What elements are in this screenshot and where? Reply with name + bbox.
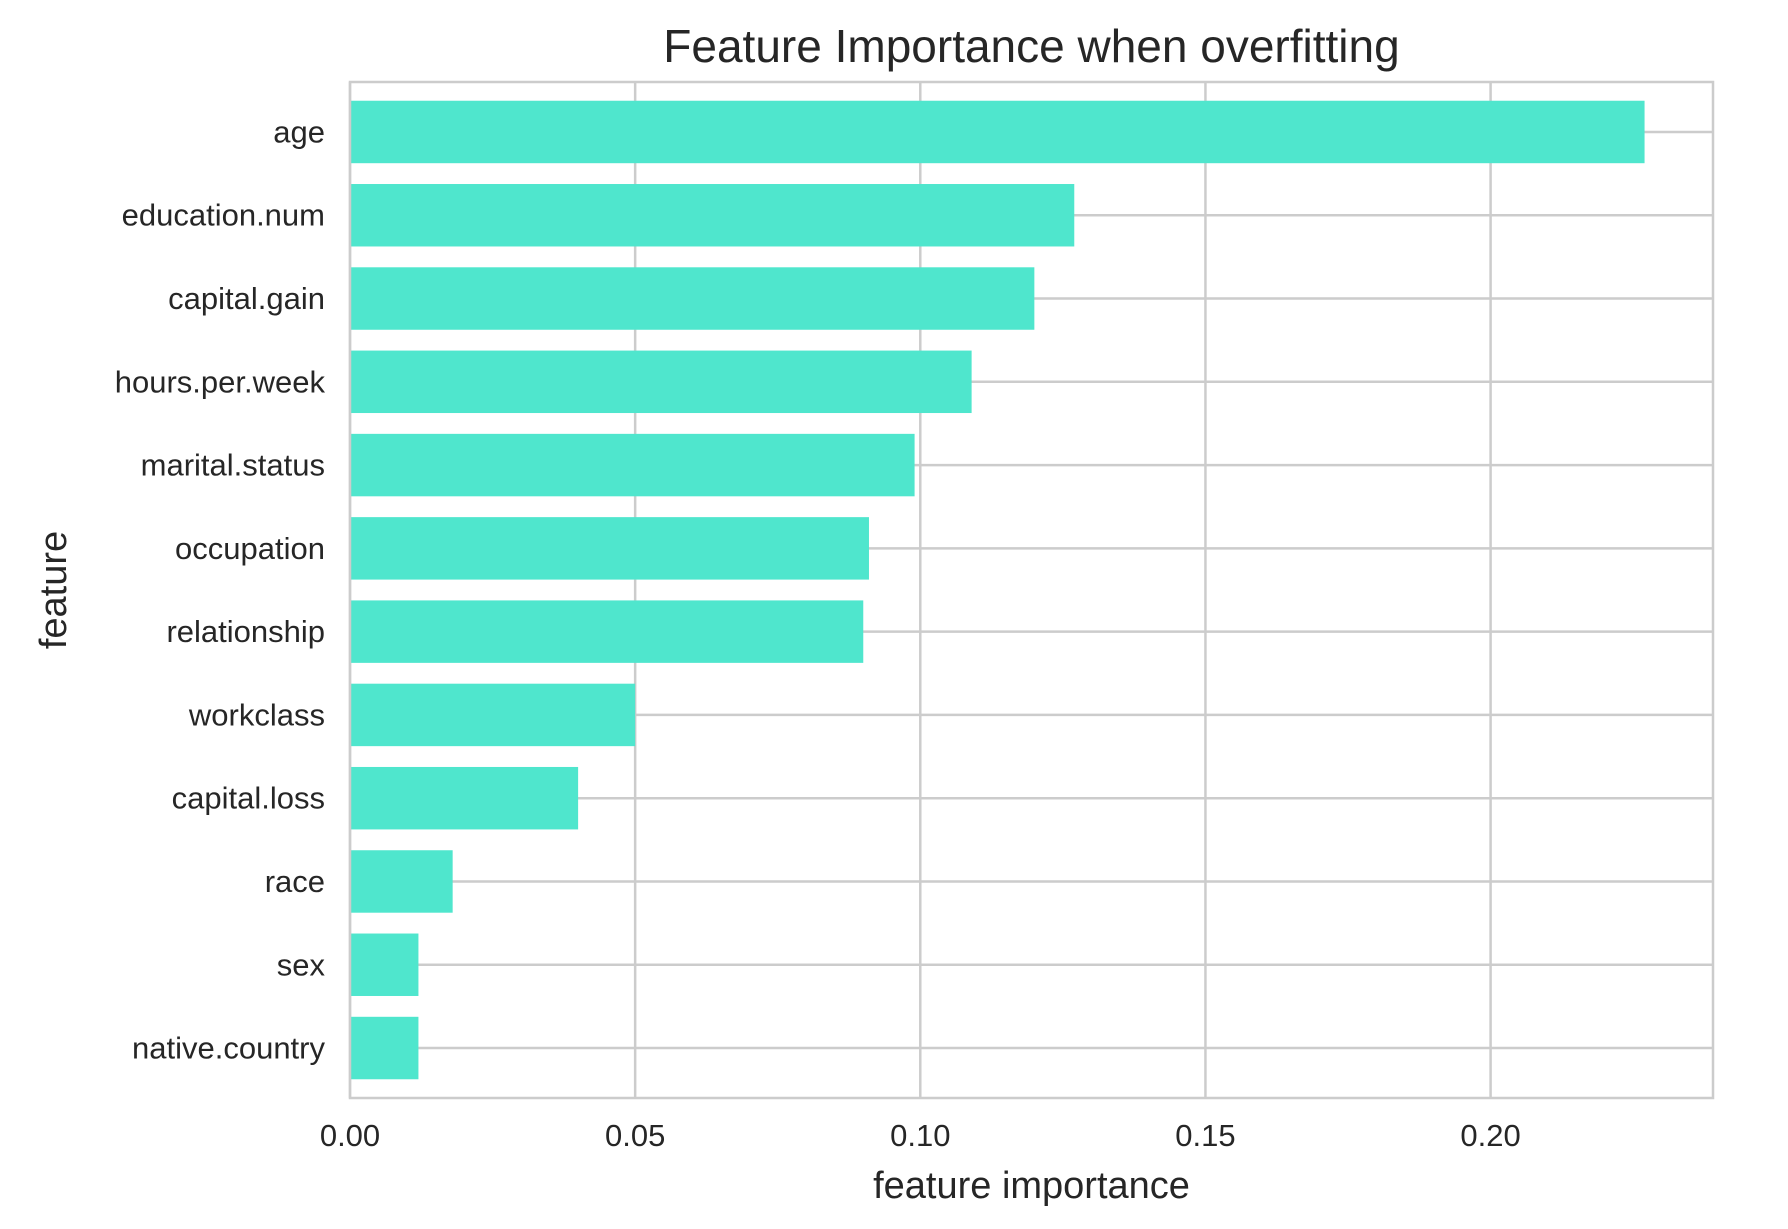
- bar-age: [350, 100, 1645, 164]
- bar-sex: [350, 933, 419, 996]
- y-tick-label: race: [265, 864, 325, 899]
- bar-race: [350, 850, 453, 913]
- bar-hours-per-week: [350, 350, 972, 414]
- y-tick-label: marital.status: [141, 448, 325, 483]
- x-tick-labels: 0.00 0.05 0.10 0.15 0.20: [320, 1118, 1521, 1153]
- y-tick-label: education.num: [122, 198, 325, 233]
- x-tick-label: 0.10: [890, 1118, 950, 1153]
- y-tick-label: capital.gain: [168, 281, 325, 316]
- y-tick-label: hours.per.week: [115, 364, 326, 399]
- y-tick-label: native.country: [132, 1031, 325, 1066]
- y-tick-label: occupation: [175, 531, 325, 566]
- x-tick-label: 0.20: [1460, 1118, 1520, 1153]
- bar-native-country: [350, 1016, 419, 1080]
- chart-title: Feature Importance when overfitting: [663, 20, 1399, 72]
- y-tick-label: age: [273, 114, 325, 149]
- bar-marital-status: [350, 433, 915, 497]
- y-tick-labels: age education.num capital.gain hours.per.we…: [115, 114, 326, 1065]
- x-axis-label: feature importance: [873, 1165, 1190, 1207]
- bar-workclass: [350, 683, 636, 747]
- y-tick-label: workclass: [188, 697, 325, 732]
- bar-capital-gain: [350, 267, 1035, 330]
- plot-frame: [348, 80, 1715, 1100]
- x-tick-label: 0.00: [320, 1118, 380, 1153]
- y-axis-label: feature: [33, 531, 75, 649]
- y-tick-label: relationship: [166, 614, 325, 649]
- x-tick-label: 0.05: [605, 1118, 665, 1153]
- bar-capital-loss: [350, 766, 579, 830]
- bar-education-num: [350, 184, 1075, 247]
- bar-occupation: [350, 517, 869, 580]
- y-tick-label: capital.loss: [172, 781, 325, 816]
- bar-relationship: [350, 600, 864, 663]
- y-tick-label: sex: [277, 947, 326, 982]
- x-tick-label: 0.15: [1175, 1118, 1235, 1153]
- bar-layer: [350, 100, 1645, 1080]
